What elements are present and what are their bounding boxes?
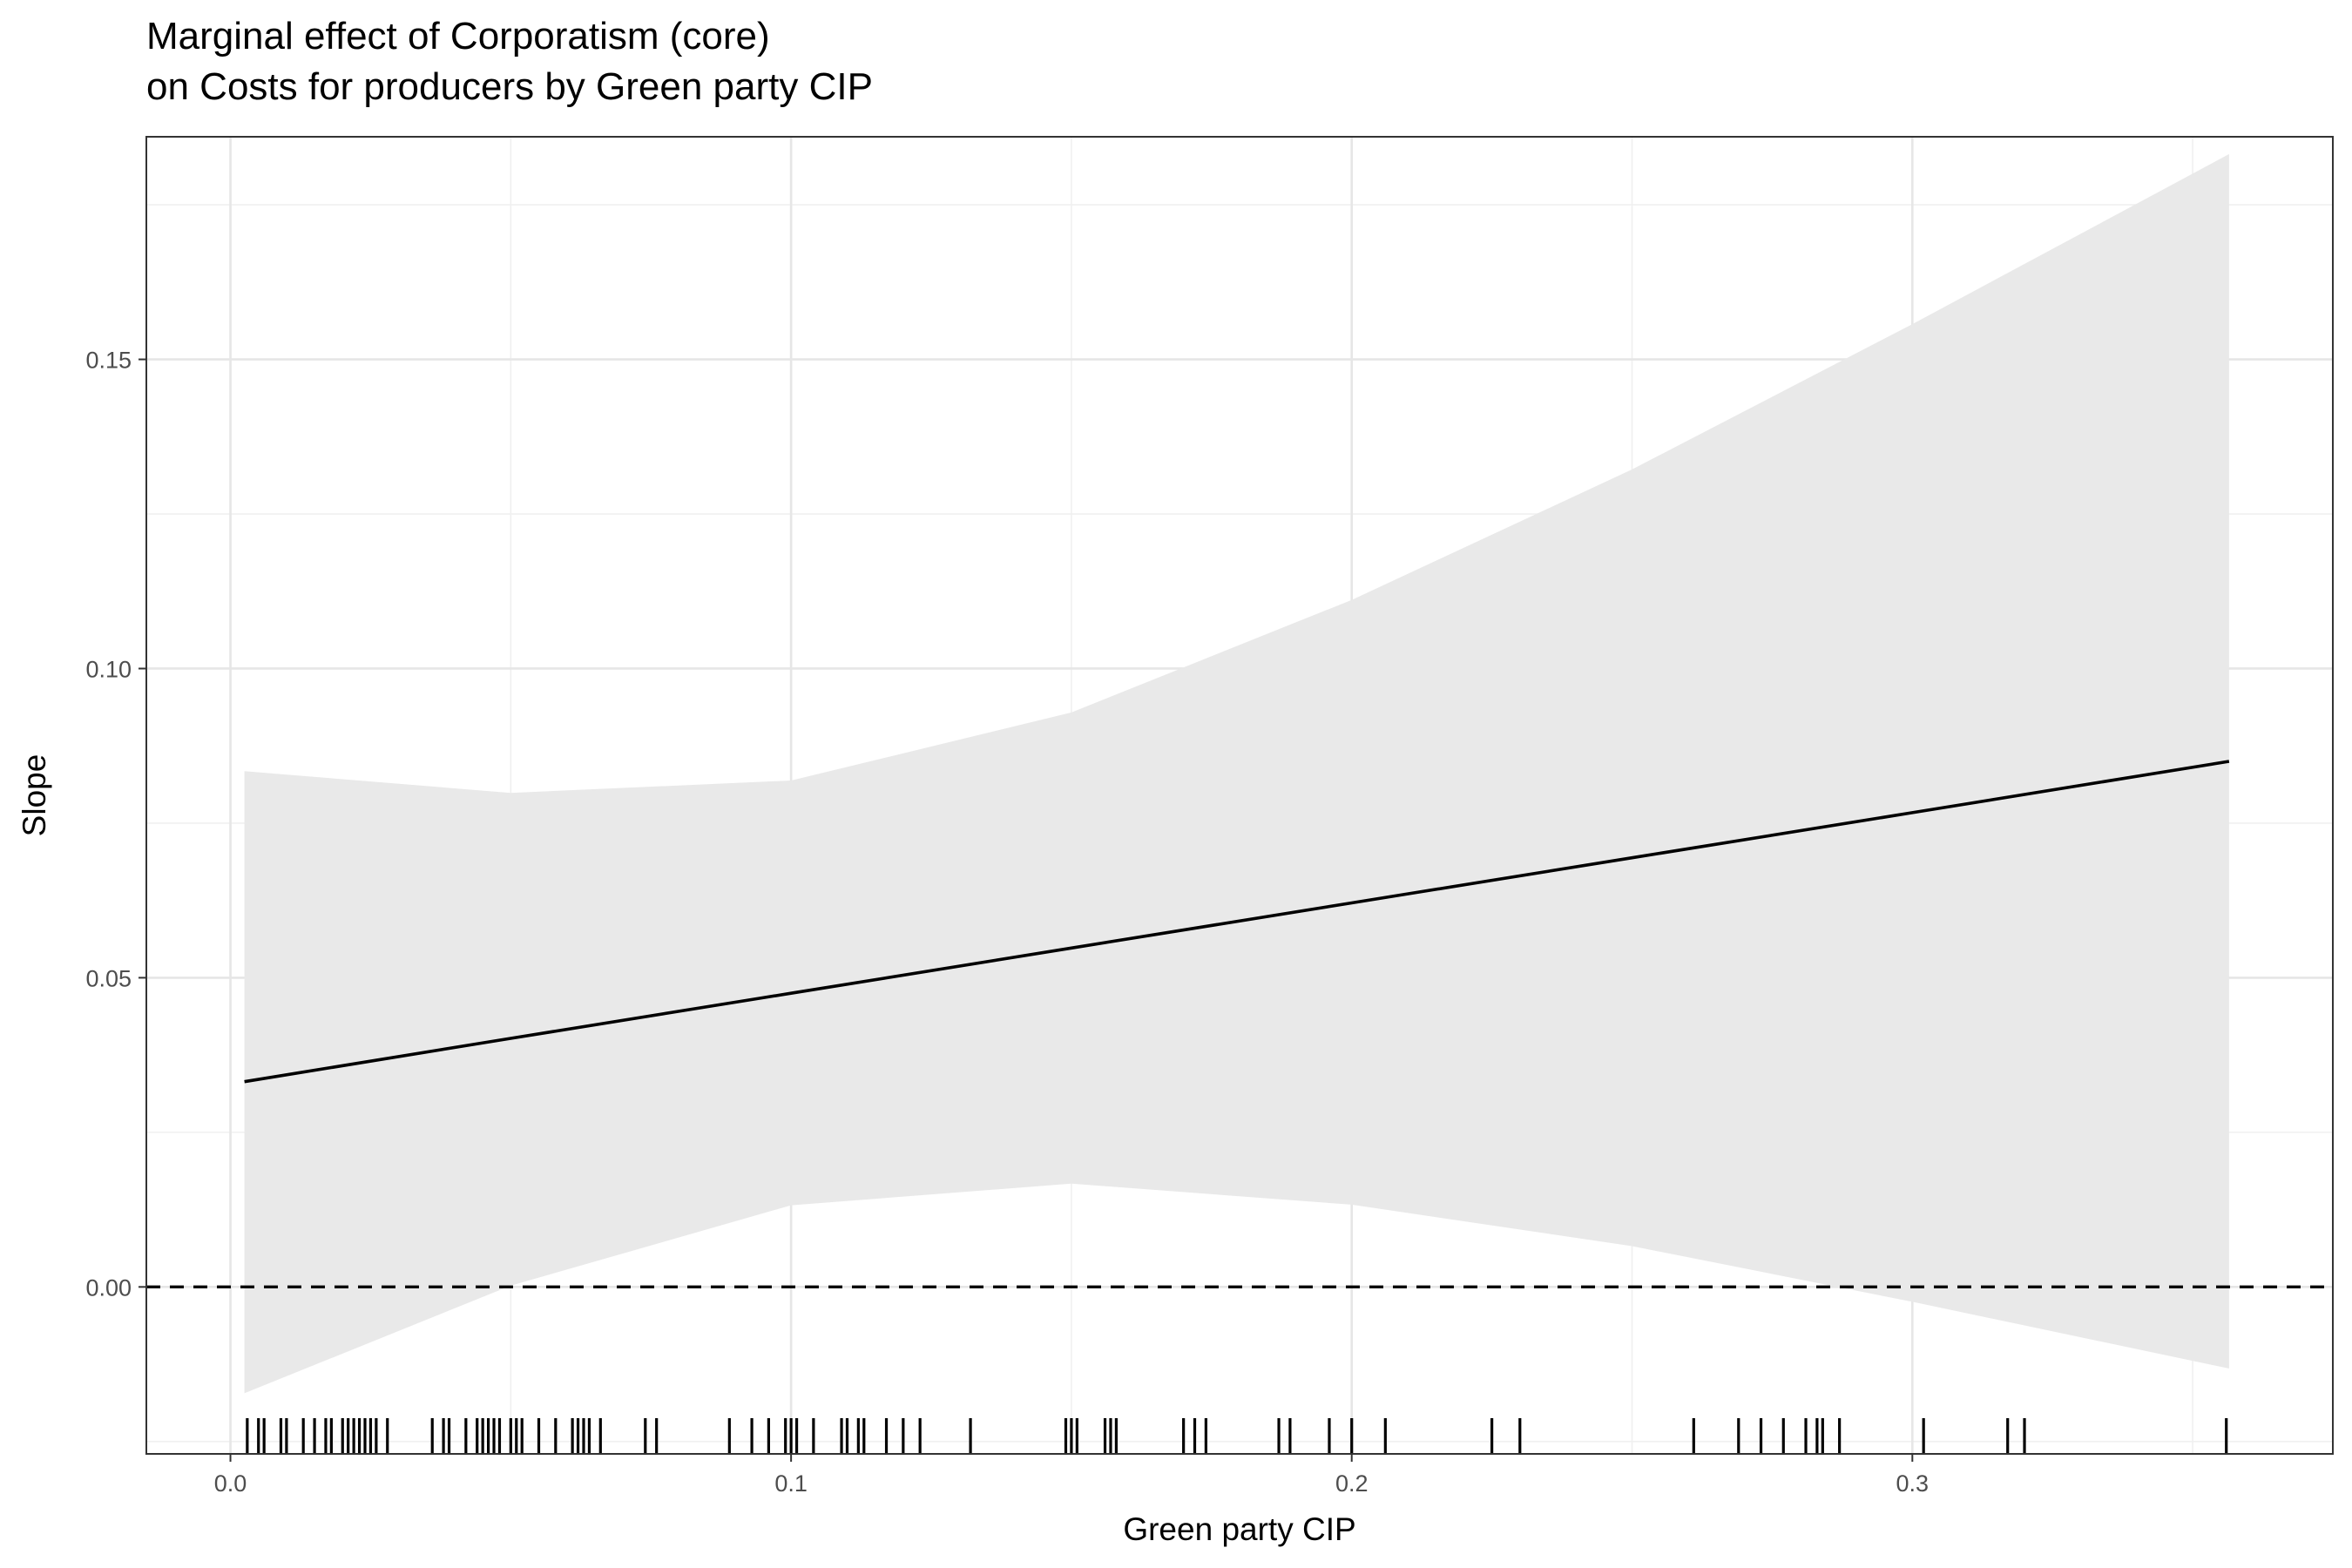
x-tick-label: 0.1 bbox=[774, 1470, 808, 1497]
x-tick-label: 0.2 bbox=[1335, 1470, 1369, 1497]
x-tick-label: 0.3 bbox=[1896, 1470, 1930, 1497]
y-tick-label: 0.15 bbox=[85, 348, 132, 374]
x-axis: 0.0 0.1 0.2 0.3 bbox=[214, 1454, 1929, 1497]
rug-marks bbox=[246, 1418, 2228, 1454]
confidence-band bbox=[244, 153, 2229, 1394]
y-axis: 0.00 0.05 0.10 0.15 bbox=[85, 348, 146, 1301]
marginal-effect-line bbox=[244, 760, 2230, 1084]
y-tick-label: 0.00 bbox=[85, 1274, 132, 1301]
chart-title: Marginal effect of Corporatism (core) bbox=[146, 15, 770, 57]
y-tick-label: 0.10 bbox=[85, 656, 132, 682]
y-axis-title: Slope bbox=[17, 754, 52, 837]
chart-subtitle: on Costs for producers by Green party CI… bbox=[146, 65, 873, 108]
plot-border bbox=[145, 136, 2334, 1455]
x-tick-label: 0.0 bbox=[214, 1470, 247, 1497]
x-axis-title: Green party CIP bbox=[1123, 1511, 1355, 1547]
y-tick-label: 0.05 bbox=[85, 965, 132, 991]
